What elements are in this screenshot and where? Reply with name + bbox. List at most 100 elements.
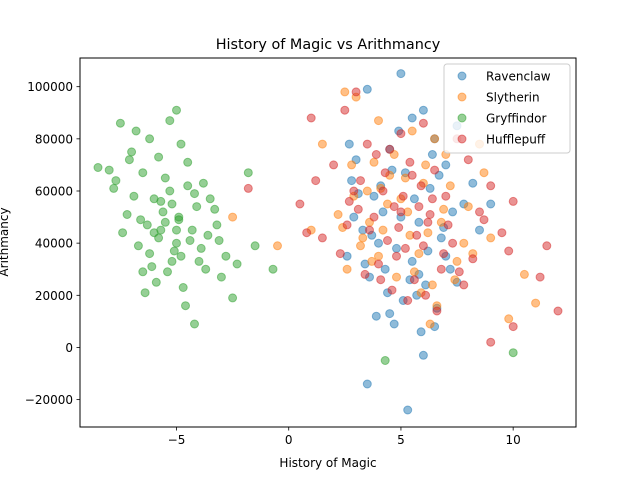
data-point [475,207,484,217]
series-hufflepuff [243,87,563,347]
data-point [228,293,238,303]
ticks-layer: −5 0 5 10 −20000 0 20000 40000 60000 80000 100000 [25,80,521,447]
y-tick-label: 60000 [35,184,73,198]
data-point [205,194,215,204]
data-point [362,379,372,389]
data-point [145,134,155,144]
chart-title: History of Magic vs Arithmancy [216,37,441,53]
data-point [430,165,440,175]
data-point [535,272,545,282]
data-point [187,225,197,235]
data-point [317,139,327,149]
data-point [445,181,455,191]
data-point [149,228,159,238]
data-point [427,150,437,159]
data-point [172,225,181,235]
data-point [136,215,146,225]
data-point [340,105,350,115]
data-point [160,173,170,183]
data-point [138,168,148,178]
data-point [439,204,449,214]
data-point [335,249,345,259]
data-point [362,139,372,149]
data-point [342,220,352,230]
data-point [407,113,417,123]
data-point [374,116,383,126]
data-point [542,241,552,251]
data-point [430,134,440,144]
data-point [389,202,399,212]
data-point [418,350,428,360]
data-point [329,160,339,170]
data-point [347,160,357,170]
data-point [439,249,449,259]
data-point [416,181,426,191]
data-point [145,249,155,259]
data-point [504,246,514,256]
data-point [115,118,125,128]
data-point [369,157,379,167]
data-point [468,254,478,264]
data-point [378,225,388,235]
series-gryffindor [93,105,518,365]
data-point [192,202,202,212]
data-point [201,264,211,274]
data-point [497,228,507,238]
data-point [448,207,458,217]
data-point [212,220,222,230]
data-point [414,217,424,227]
data-point [221,251,231,261]
data-point [421,290,431,300]
data-point [425,319,435,329]
data-point [441,191,451,201]
data-point [351,87,361,97]
data-point [198,178,208,188]
data-point [459,280,469,290]
data-point [371,311,381,321]
points-layer [93,69,563,415]
legend-label-ravenclaw: Ravenclaw [486,70,551,84]
y-tick-label: 0 [65,341,73,355]
data-point [418,118,428,128]
x-tick-label: 10 [506,433,521,447]
data-point [403,405,413,415]
data-point [407,170,417,180]
data-point [347,176,357,186]
data-point [387,285,397,295]
data-point [450,275,460,285]
data-point [396,129,406,139]
data-point [243,168,253,178]
y-axis-label: Arithmancy [0,207,11,276]
data-point [427,280,437,290]
data-point [519,269,529,279]
data-point [232,259,242,269]
data-point [378,186,388,196]
data-point [165,186,175,196]
data-point [158,207,168,217]
data-point [475,225,484,235]
data-point [468,178,478,188]
data-point [459,238,469,248]
data-point [133,241,143,251]
data-point [356,176,365,186]
data-point [167,256,177,266]
data-point [392,272,401,282]
data-point [342,264,352,274]
data-point [427,194,437,204]
data-point [463,155,473,165]
data-point [124,155,134,165]
data-point [203,230,213,240]
data-point [425,210,435,219]
data-point [111,176,121,186]
data-point [486,233,496,243]
data-point [169,246,179,256]
data-point [423,217,433,227]
legend-marker-slytherin [457,92,467,102]
data-point [165,116,175,126]
data-point [392,251,401,261]
data-point [172,238,181,248]
data-point [295,199,305,209]
data-point [140,288,150,298]
data-point [508,322,518,332]
